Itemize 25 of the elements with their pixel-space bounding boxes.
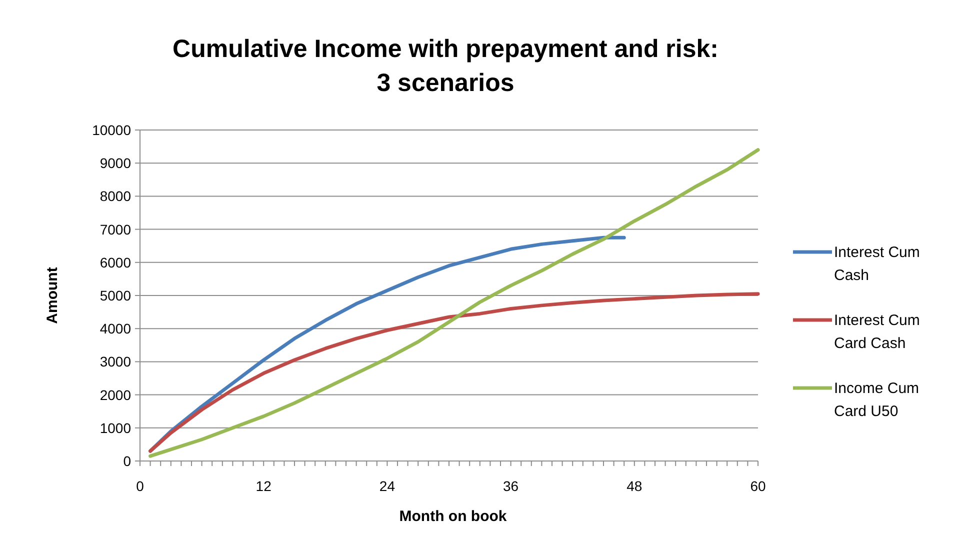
x-tick-label: 48: [626, 478, 642, 494]
y-axis-title: Amount: [44, 267, 61, 324]
x-tick-label: 24: [379, 478, 396, 494]
y-tick-label: 2000: [100, 386, 132, 403]
y-tick-label: 3000: [100, 354, 132, 370]
x-tick-label: 36: [503, 478, 519, 494]
x-tick-label: 0: [136, 478, 144, 494]
x-axis-title: Month on book: [399, 508, 508, 525]
y-tick-label: 0: [123, 453, 132, 469]
line-series: [148, 148, 760, 458]
legend-label: Interest Cum Card Cash: [834, 312, 920, 352]
y-tick-label: 6000: [100, 254, 132, 270]
y-tick-label: 1000: [100, 420, 132, 436]
y-tick-label: 8000: [100, 188, 132, 204]
line-series: [148, 292, 760, 453]
x-tick-label: 60: [750, 478, 766, 494]
legend-label: Interest Cum Cash: [834, 244, 920, 284]
y-tick-label: 9000: [100, 155, 132, 172]
legend-label: Income Cum Card U50: [834, 380, 920, 420]
chart-title: Cumulative Income with prepayment and risk: 3 scenarios: [172, 35, 718, 97]
y-tick-label: 4000: [100, 320, 132, 337]
y-tick-label: 10000: [92, 122, 132, 138]
y-tick-label: 5000: [100, 288, 132, 304]
y-tick-label: 7000: [100, 221, 132, 238]
x-tick-label: 12: [256, 478, 272, 494]
